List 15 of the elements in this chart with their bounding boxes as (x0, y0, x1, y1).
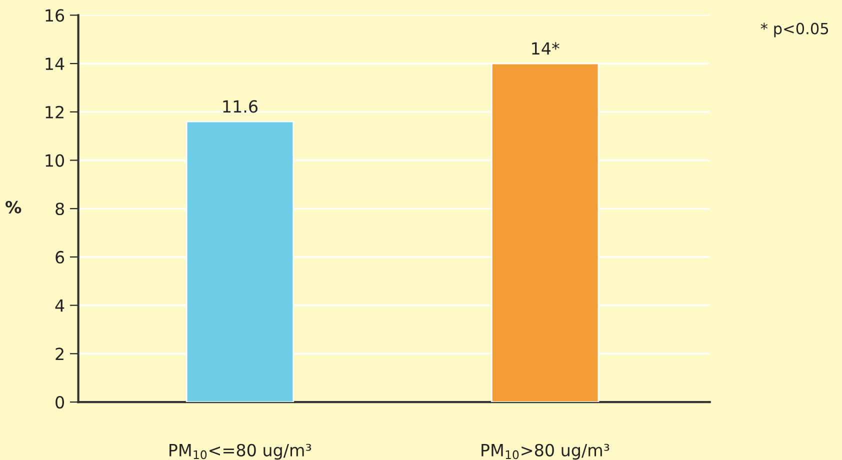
y-tick-label: 8 (56, 202, 64, 216)
text: * p<0.05 (760, 22, 828, 38)
y-tick-label: 6 (56, 250, 64, 264)
x-tick-label: PM$_{10}$>80 ug/m³ (482, 444, 610, 460)
y-tick-label: 16 (46, 9, 64, 22)
y-tick-label: 10 (46, 154, 64, 167)
y-axis-title: % (6, 200, 22, 214)
x-tick-label: PM$_{10}$<=80 ug/m³ (170, 444, 312, 460)
data-label: 14* (532, 42, 560, 55)
data-label: 11.6 (223, 100, 258, 113)
y-tick-label: 12 (46, 106, 64, 118)
y-tick-label: 2 (56, 348, 64, 360)
y-tick-label: 0 (56, 396, 64, 409)
y-tick-label: 4 (55, 300, 64, 312)
y-tick-label: 14 (46, 58, 64, 70)
